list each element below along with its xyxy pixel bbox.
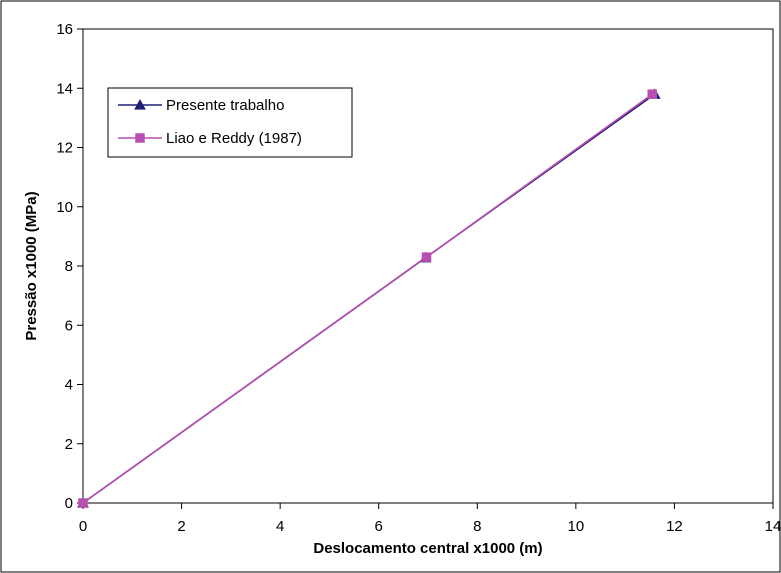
x-tick-label: 14	[765, 518, 781, 535]
y-tick-label: 4	[65, 377, 73, 394]
y-tick-label: 10	[56, 199, 73, 216]
legend-marker	[134, 98, 146, 110]
x-tick-label: 10	[568, 518, 585, 535]
y-tick-label: 0	[65, 495, 73, 512]
legend-marker	[135, 133, 145, 143]
series-layer	[77, 88, 661, 508]
data-point	[78, 498, 88, 508]
legend-label: Liao e Reddy (1987)	[166, 130, 302, 147]
y-tick-label: 16	[56, 21, 73, 38]
x-tick-label: 12	[666, 518, 683, 535]
legend: Presente trabalho Liao e Reddy (1987)	[107, 87, 353, 158]
y-axis: 0 2 4 6 8 10 12 14 16	[56, 21, 83, 512]
data-point	[421, 252, 432, 262]
legend-label: Presente trabalho	[166, 97, 284, 114]
y-tick-label: 6	[65, 317, 73, 334]
x-axis: 0 2 4 6 8 10 12 14	[79, 503, 781, 535]
x-tick-label: 2	[177, 518, 185, 535]
legend-box	[107, 87, 353, 158]
y-tick-label: 2	[65, 436, 73, 453]
legend-item: Presente trabalho	[118, 97, 284, 114]
data-point	[647, 89, 657, 99]
x-tick-label: 8	[473, 518, 481, 535]
y-tick-label: 8	[65, 258, 73, 275]
x-tick-label: 0	[79, 518, 87, 535]
legend-item: Liao e Reddy (1987)	[118, 130, 302, 147]
y-tick-label: 12	[56, 140, 73, 157]
x-tick-label: 6	[375, 518, 383, 535]
y-tick-label: 14	[56, 80, 73, 97]
x-axis-title: Deslocamento central x1000 (m)	[313, 540, 542, 557]
series-2	[78, 89, 657, 508]
x-tick-label: 4	[276, 518, 284, 535]
y-axis-title: Pressão x1000 (MPa)	[23, 191, 40, 340]
